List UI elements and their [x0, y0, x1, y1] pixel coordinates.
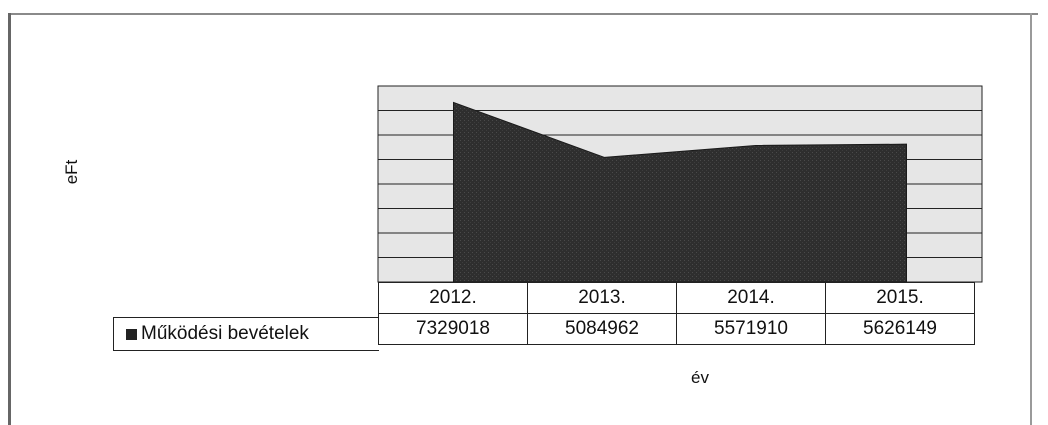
chart-frame-top — [8, 13, 1038, 15]
y-axis-title: eFt — [62, 159, 81, 185]
data-value-label: 5084962 — [527, 313, 677, 345]
category-header-row: 2012. 2013. 2014. 2015. — [378, 282, 975, 314]
category-label: 2014. — [676, 282, 826, 314]
data-value-label: 5626149 — [825, 313, 975, 345]
category-label: 2013. — [527, 282, 677, 314]
data-table: 2012. 2013. 2014. 2015. 7329018 5084962 … — [378, 282, 975, 345]
category-label: 2012. — [378, 282, 528, 314]
x-axis-title: év — [691, 368, 709, 387]
category-label: 2015. — [825, 282, 975, 314]
series-value-row: 7329018 5084962 5571910 5626149 — [378, 313, 975, 345]
data-value-label: 7329018 — [378, 313, 528, 345]
data-value-label: 5571910 — [676, 313, 826, 345]
legend-entry: Működési bevételek — [113, 317, 379, 351]
chart-frame-left — [8, 13, 11, 425]
chart-frame-right — [1030, 13, 1032, 425]
legend-label: Működési bevételek — [141, 323, 309, 344]
legend-key-square — [126, 328, 137, 340]
